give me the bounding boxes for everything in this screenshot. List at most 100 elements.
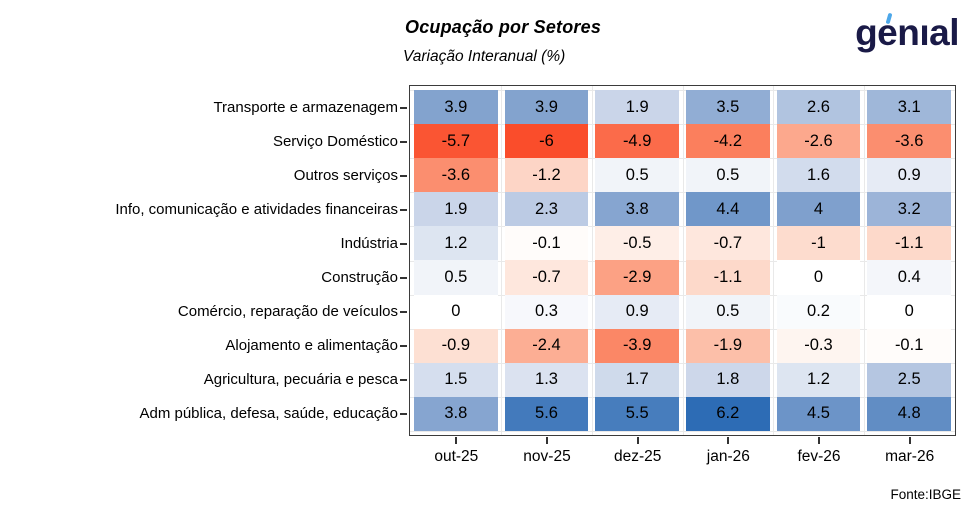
x-axis-label: mar-26 — [885, 448, 935, 465]
heatmap-cell: 2.3 — [504, 192, 589, 227]
axis-tick — [546, 437, 548, 444]
heatmap-cell: 1.6 — [776, 158, 861, 193]
axis-tick — [400, 208, 407, 211]
x-axis-label: nov-25 — [523, 448, 571, 465]
heatmap-cell: -0.5 — [595, 226, 679, 261]
gridline — [501, 86, 503, 435]
axis-tick — [727, 437, 730, 444]
heatmap-cell: -1.1 — [867, 226, 951, 261]
gridline — [682, 86, 684, 435]
heatmap-cell: 1.9 — [414, 192, 498, 227]
heatmap-cell: -1.9 — [685, 328, 770, 363]
heatmap-cell: 3.5 — [685, 90, 770, 125]
heatmap-cell: 2.5 — [867, 362, 951, 397]
axis-tick — [400, 311, 407, 314]
heatmap-cell: 0 — [776, 260, 861, 295]
heatmap-cell: -3.6 — [867, 124, 951, 159]
heatmap-cell: 3.9 — [504, 90, 589, 125]
gridline — [863, 86, 865, 435]
heatmap-cell: -1.2 — [504, 158, 589, 193]
row-label: Info, comunicação e atividades financeir… — [115, 200, 398, 218]
logo-letter: g — [855, 12, 878, 53]
heatmap-cell: 5.6 — [504, 396, 589, 431]
heatmap-cell: 1.9 — [595, 90, 679, 125]
heatmap-cell: 4.5 — [776, 396, 861, 431]
heatmap-cell: -2.4 — [504, 328, 589, 363]
heatmap-cell: 0.5 — [595, 158, 679, 193]
heatmap-cell: 5.5 — [595, 396, 679, 431]
heatmap-grid: 3.9 3.9 1.9 3.5 2.6 3.1 -5.7 -6 -4.9 -4.2 -2.6 -3.6… — [414, 90, 951, 431]
heatmap-cell: 4.4 — [685, 192, 770, 227]
heatmap-cell: 0.2 — [776, 294, 861, 329]
chart-title: Ocupação por Setores — [405, 17, 602, 37]
row-label: Serviço Doméstico — [272, 132, 398, 150]
logo-accent-letter: e — [877, 10, 898, 56]
genial-logo: genıal — [855, 10, 959, 56]
axis-tick — [400, 345, 407, 348]
row-label: Indústria — [340, 234, 398, 252]
heatmap-cell: 3.8 — [414, 396, 498, 431]
heatmap-cell: -4.2 — [685, 124, 770, 159]
heatmap-cell: -6 — [504, 124, 589, 159]
heatmap-cell: 0.3 — [504, 294, 589, 329]
heatmap-cell: 2.6 — [776, 90, 861, 125]
heatmap-cell: -3.9 — [595, 328, 679, 363]
chart-subtitle: Variação Interanual (%) — [403, 48, 566, 65]
logo-letter: n — [897, 12, 920, 53]
heatmap-cell: 1.3 — [504, 362, 589, 397]
axis-tick — [400, 106, 407, 109]
row-label: Comércio, reparação de veículos — [177, 303, 398, 321]
heatmap-cell: -0.1 — [504, 226, 589, 261]
heatmap-cell: -0.9 — [414, 328, 498, 363]
row-label: Construção — [321, 269, 398, 287]
heatmap-cell: -2.9 — [595, 260, 679, 295]
heatmap-cell: 1.5 — [414, 362, 498, 397]
heatmap-cell: 1.2 — [776, 362, 861, 397]
heatmap-cell: 3.2 — [867, 192, 951, 227]
axis-tick — [908, 437, 911, 444]
heatmap-cell: 3.1 — [867, 90, 951, 125]
axis-tick — [455, 437, 458, 444]
heatmap-cell: 0 — [867, 294, 951, 329]
heatmap-cell: -0.3 — [776, 328, 861, 363]
heatmap-cell: -2.6 — [776, 124, 861, 159]
heatmap-cell: 0.5 — [685, 158, 770, 193]
heatmap-cell: 0.9 — [595, 294, 679, 329]
heatmap-cell: 0.4 — [867, 260, 951, 295]
heatmap-cell: -0.1 — [867, 328, 951, 363]
heatmap-cell: 0.5 — [414, 260, 498, 295]
axis-tick — [818, 437, 820, 444]
row-label: Outros serviços — [293, 166, 398, 184]
gridline — [773, 86, 775, 435]
axis-tick — [400, 174, 407, 177]
heatmap-cell: 1.7 — [595, 362, 679, 397]
logo-letter: l — [949, 12, 959, 53]
axis-tick — [400, 277, 407, 280]
axis-tick — [400, 413, 407, 416]
gridline — [591, 86, 593, 435]
heatmap-cell: 4 — [776, 192, 861, 227]
heatmap-cell: 0.5 — [685, 294, 770, 329]
heatmap-cell: -3.6 — [414, 158, 498, 193]
axis-tick — [400, 140, 407, 143]
x-axis-label: dez-25 — [613, 448, 662, 465]
x-axis-label: out-25 — [434, 448, 479, 465]
heatmap-cell: 3.8 — [595, 192, 679, 227]
heatmap-cell: -0.7 — [685, 226, 770, 261]
heatmap-cell: -1 — [776, 226, 861, 261]
logo-letter: a — [929, 12, 950, 53]
heatmap-cell: 0.9 — [867, 158, 951, 193]
x-axis-label: jan-26 — [706, 448, 750, 465]
axis-tick — [400, 379, 407, 382]
heatmap-cell: -4.9 — [595, 124, 679, 159]
source-note: Fonte:IBGE — [890, 487, 961, 502]
heatmap-cell: 6.2 — [685, 396, 770, 431]
row-label: Agricultura, pecuária e pesca — [203, 371, 398, 389]
axis-tick — [400, 242, 407, 245]
heatmap-cell: 0 — [414, 294, 498, 329]
heatmap-cell: 1.8 — [685, 362, 770, 397]
heatmap-cell: 4.8 — [867, 396, 951, 431]
row-label: Adm pública, defesa, saúde, educação — [139, 405, 398, 423]
axis-tick — [636, 437, 639, 444]
